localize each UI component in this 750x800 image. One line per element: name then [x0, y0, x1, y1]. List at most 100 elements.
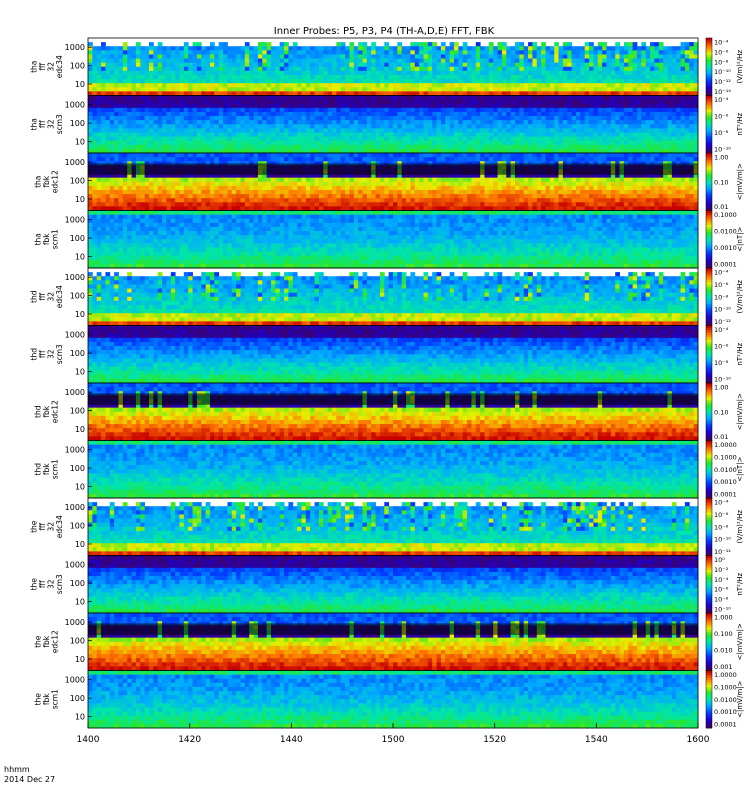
heatmap-cell: [668, 124, 673, 129]
heatmap-cell: [611, 83, 616, 88]
heatmap-cell: [380, 190, 385, 195]
heatmap-cell: [249, 46, 254, 51]
heatmap-cell: [624, 75, 629, 80]
heatmap-cell: [227, 198, 232, 203]
heatmap-cell: [415, 145, 420, 150]
heatmap-cell: [254, 50, 259, 55]
heatmap-cell: [432, 190, 437, 195]
heatmap-cell: [275, 63, 280, 68]
heatmap-cell: [572, 63, 577, 68]
heatmap-cell: [498, 59, 503, 64]
heatmap-cell: [580, 128, 585, 133]
heatmap-cell: [471, 108, 476, 113]
heatmap-cell: [511, 108, 516, 113]
heatmap-cell: [506, 132, 511, 137]
heatmap-cell: [258, 100, 263, 105]
heatmap-cell: [384, 157, 389, 162]
heatmap-cell: [463, 75, 468, 80]
heatmap-cell: [428, 87, 433, 92]
heatmap-cell: [371, 124, 376, 129]
heatmap-cell: [101, 202, 106, 207]
heatmap-cell: [249, 108, 254, 113]
heatmap-cell: [193, 50, 198, 55]
heatmap-cell: [119, 67, 124, 72]
heatmap-cell: [219, 190, 224, 195]
heatmap-cell: [166, 132, 171, 137]
heatmap-cell: [410, 54, 415, 59]
heatmap-cell: [127, 186, 132, 191]
heatmap-cell: [206, 145, 211, 150]
heatmap-cell: [306, 67, 311, 72]
heatmap-cell: [319, 46, 324, 51]
heatmap-cell: [149, 71, 154, 76]
heatmap-cell: [258, 50, 263, 55]
heatmap-cell: [110, 108, 115, 113]
heatmap-cell: [432, 42, 437, 47]
heatmap-cell: [519, 145, 524, 150]
heatmap-cell: [637, 116, 642, 121]
heatmap-cell: [620, 59, 625, 64]
heatmap-cell: [315, 67, 320, 72]
heatmap-cell: [119, 194, 124, 199]
heatmap-cell: [206, 104, 211, 109]
heatmap-cell: [376, 104, 381, 109]
heatmap-cell: [641, 54, 646, 59]
heatmap-cell: [262, 128, 267, 133]
heatmap-cell: [302, 59, 307, 64]
heatmap-cell: [454, 186, 459, 191]
heatmap-cell: [367, 128, 372, 133]
heatmap-cell: [480, 108, 485, 113]
heatmap-cell: [140, 120, 145, 125]
heatmap-cell: [450, 198, 455, 203]
heatmap-cell: [393, 71, 398, 76]
heatmap-cell: [254, 178, 259, 183]
heatmap-cell: [315, 194, 320, 199]
heatmap-cell: [275, 75, 280, 80]
heatmap-cell: [302, 186, 307, 191]
heatmap-cell: [628, 120, 633, 125]
heatmap-cell: [554, 46, 559, 51]
heatmap-cell: [302, 54, 307, 59]
heatmap-cell: [166, 87, 171, 92]
heatmap-cell: [454, 42, 459, 47]
heatmap-cell: [249, 120, 254, 125]
heatmap-cell: [302, 178, 307, 183]
heatmap-cell: [210, 112, 215, 117]
heatmap-cell: [105, 59, 110, 64]
heatmap-cell: [345, 79, 350, 84]
heatmap-cell: [354, 54, 359, 59]
heatmap-cell: [415, 79, 420, 84]
heatmap-cell: [241, 186, 246, 191]
heatmap-cell: [92, 124, 97, 129]
heatmap-cell: [349, 59, 354, 64]
heatmap-cell: [197, 157, 202, 162]
heatmap-cell: [210, 120, 215, 125]
heatmap-cell: [445, 182, 450, 187]
heatmap-cell: [502, 59, 507, 64]
heatmap-cell: [506, 96, 511, 101]
heatmap-cell: [445, 128, 450, 133]
heatmap-cell: [628, 96, 633, 101]
heatmap-cell: [114, 202, 119, 207]
heatmap-cell: [232, 75, 237, 80]
heatmap-cell: [480, 145, 485, 150]
heatmap-cell: [119, 153, 124, 158]
heatmap-cell: [450, 42, 455, 47]
heatmap-cell: [236, 157, 241, 162]
heatmap-cell: [110, 46, 115, 51]
heatmap-cell: [376, 124, 381, 129]
heatmap-cell: [463, 141, 468, 146]
heatmap-cell: [101, 112, 106, 117]
heatmap-cell: [306, 87, 311, 92]
heatmap-cell: [437, 104, 442, 109]
heatmap-cell: [358, 157, 363, 162]
heatmap-cell: [432, 145, 437, 150]
heatmap-cell: [271, 59, 276, 64]
heatmap-cell: [437, 198, 442, 203]
heatmap-cell: [123, 42, 128, 47]
heatmap-cell: [363, 120, 368, 125]
heatmap-cell: [245, 79, 250, 84]
heatmap-cell: [153, 198, 158, 203]
heatmap-cell: [685, 96, 690, 101]
heatmap-cell: [241, 79, 246, 84]
